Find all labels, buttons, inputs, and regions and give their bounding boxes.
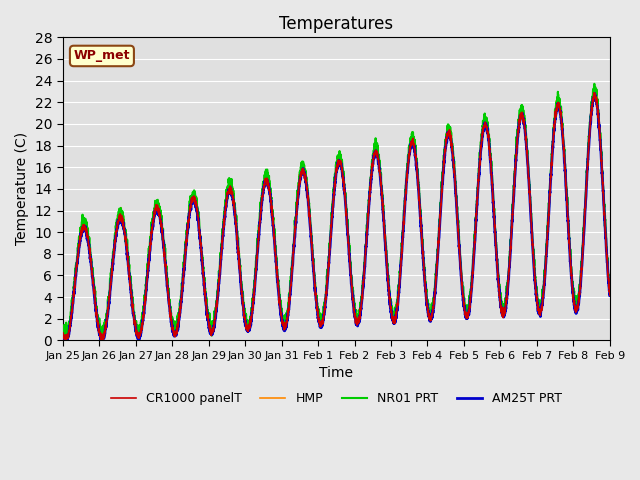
Line: AM25T PRT: AM25T PRT bbox=[63, 93, 610, 340]
AM25T PRT bbox=[606, 293, 614, 299]
HMP bbox=[606, 284, 614, 290]
HMP bbox=[590, 84, 598, 90]
CR1000 panelT bbox=[590, 90, 598, 96]
AM25T PRT bbox=[212, 314, 220, 320]
Line: HMP: HMP bbox=[63, 87, 610, 340]
HMP bbox=[212, 311, 220, 316]
AM25T PRT bbox=[399, 228, 407, 234]
HMP bbox=[176, 308, 184, 313]
HMP bbox=[59, 331, 67, 336]
AM25T PRT bbox=[59, 333, 67, 338]
Y-axis label: Temperature (C): Temperature (C) bbox=[15, 132, 29, 245]
NR01 PRT bbox=[399, 226, 407, 231]
AM25T PRT bbox=[390, 321, 397, 326]
CR1000 panelT bbox=[212, 310, 220, 316]
NR01 PRT bbox=[59, 325, 67, 331]
CR1000 panelT bbox=[606, 292, 614, 298]
NR01 PRT bbox=[554, 98, 562, 104]
CR1000 panelT bbox=[99, 337, 106, 343]
CR1000 panelT bbox=[176, 306, 184, 312]
Legend: CR1000 panelT, HMP, NR01 PRT, AM25T PRT: CR1000 panelT, HMP, NR01 PRT, AM25T PRT bbox=[106, 387, 567, 410]
Line: NR01 PRT: NR01 PRT bbox=[63, 84, 610, 338]
CR1000 panelT bbox=[554, 100, 562, 106]
NR01 PRT bbox=[606, 285, 614, 291]
NR01 PRT bbox=[212, 304, 220, 310]
AM25T PRT bbox=[606, 291, 614, 297]
HMP bbox=[62, 337, 70, 343]
CR1000 panelT bbox=[390, 318, 397, 324]
X-axis label: Time: Time bbox=[319, 366, 353, 381]
AM25T PRT bbox=[591, 90, 598, 96]
HMP bbox=[399, 223, 407, 229]
NR01 PRT bbox=[390, 309, 397, 314]
AM25T PRT bbox=[554, 100, 562, 106]
AM25T PRT bbox=[176, 309, 184, 315]
CR1000 panelT bbox=[59, 330, 67, 336]
CR1000 panelT bbox=[606, 290, 614, 296]
HMP bbox=[390, 317, 397, 323]
NR01 PRT bbox=[591, 81, 598, 87]
HMP bbox=[606, 293, 614, 299]
AM25T PRT bbox=[99, 337, 106, 343]
NR01 PRT bbox=[62, 336, 70, 341]
Title: Temperatures: Temperatures bbox=[279, 15, 394, 33]
Line: CR1000 panelT: CR1000 panelT bbox=[63, 93, 610, 340]
NR01 PRT bbox=[176, 304, 184, 310]
HMP bbox=[554, 101, 562, 107]
Text: WP_met: WP_met bbox=[74, 49, 130, 62]
CR1000 panelT bbox=[399, 226, 407, 232]
NR01 PRT bbox=[606, 283, 614, 288]
